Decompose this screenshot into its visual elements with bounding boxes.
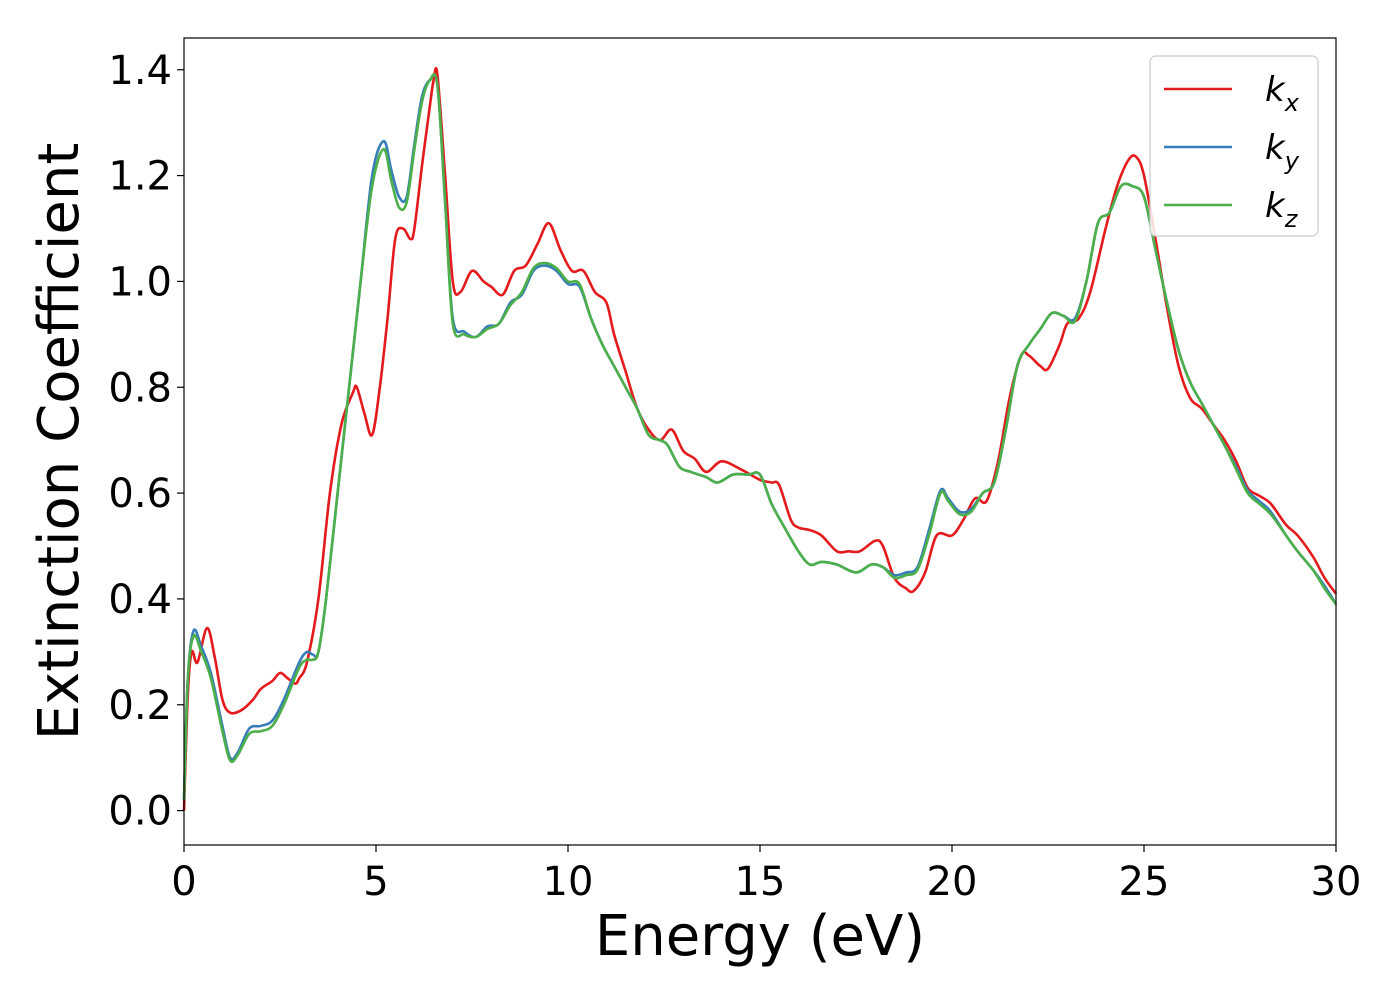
legend-subscript: z — [1284, 205, 1299, 233]
y-axis-ticks: 0.0 0.2 0.4 0.6 0.8 1.0 1.2 1.4 — [108, 48, 184, 835]
y-tick-label: 0.2 — [108, 683, 172, 729]
y-axis-title: Extinction Coefficient — [27, 143, 92, 741]
x-tick-label: 5 — [363, 859, 388, 905]
y-tick-label: 0.8 — [108, 365, 172, 411]
x-axis-ticks: 0 5 10 15 20 25 30 — [171, 845, 1361, 905]
series-layer — [182, 67, 1338, 811]
x-tick-label: 10 — [543, 859, 594, 905]
y-tick-label: 1.2 — [108, 154, 172, 200]
y-tick-label: 0.4 — [108, 577, 172, 623]
x-tick-label: 15 — [735, 859, 786, 905]
series-line-kz — [182, 73, 1338, 801]
y-tick-label: 1.4 — [108, 48, 172, 94]
y-tick-label: 0.0 — [108, 789, 172, 835]
series-line-kx — [182, 67, 1338, 811]
x-tick-label: 25 — [1119, 859, 1170, 905]
x-axis-title: Energy (eV) — [595, 904, 925, 969]
legend-subscript: y — [1284, 147, 1300, 175]
legend-subscript: x — [1284, 89, 1300, 117]
y-tick-label: 1.0 — [108, 259, 172, 305]
x-tick-label: 30 — [1311, 859, 1362, 905]
y-tick-label: 0.6 — [108, 471, 172, 517]
legend-box — [1149, 55, 1319, 237]
x-tick-label: 20 — [927, 859, 978, 905]
x-tick-label: 0 — [171, 859, 196, 905]
